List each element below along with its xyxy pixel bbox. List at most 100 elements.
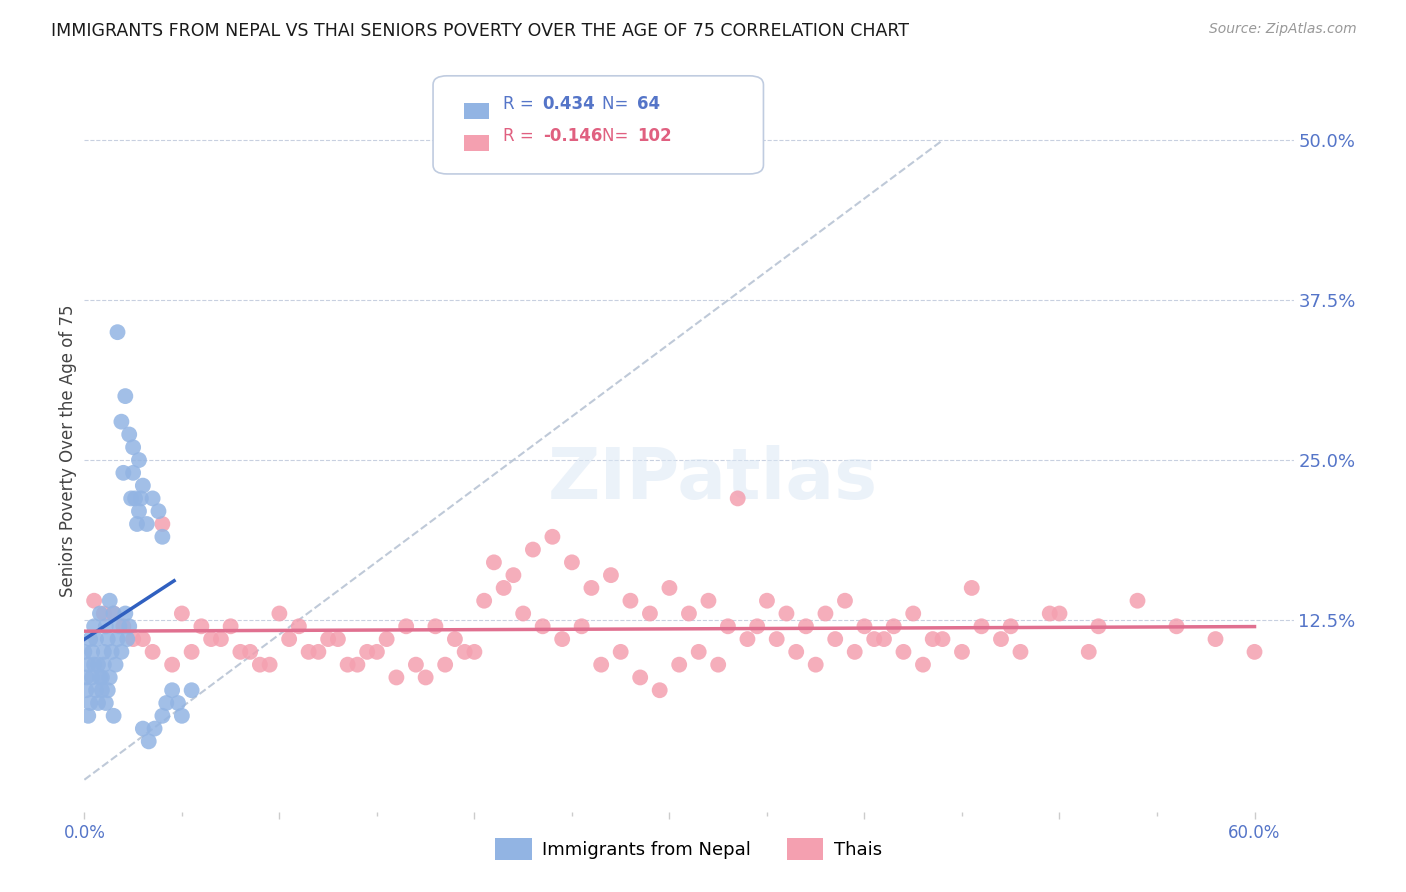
Text: R =: R = bbox=[503, 95, 540, 113]
Point bbox=[90, 670, 112, 684]
Point bbox=[124, 491, 146, 506]
Point bbox=[180, 683, 202, 698]
Point bbox=[143, 722, 166, 736]
Point bbox=[97, 632, 120, 646]
Point bbox=[117, 632, 139, 646]
Point bbox=[160, 657, 183, 672]
Text: 64: 64 bbox=[637, 95, 659, 113]
Point bbox=[903, 607, 925, 621]
Point bbox=[100, 645, 122, 659]
Point bbox=[87, 657, 110, 672]
Point bbox=[132, 722, 155, 736]
Point bbox=[1010, 645, 1032, 659]
Point bbox=[1205, 632, 1227, 646]
Point bbox=[180, 645, 202, 659]
Point bbox=[619, 593, 641, 607]
Point bbox=[84, 632, 107, 646]
Point bbox=[108, 619, 131, 633]
Point bbox=[755, 593, 778, 607]
Point bbox=[1077, 645, 1099, 659]
Point bbox=[697, 593, 720, 607]
Point bbox=[118, 619, 141, 633]
Point bbox=[911, 657, 934, 672]
Point bbox=[89, 607, 111, 621]
Text: ZIPatlas: ZIPatlas bbox=[548, 445, 879, 514]
Point bbox=[77, 708, 100, 723]
Point bbox=[1039, 607, 1062, 621]
Point bbox=[492, 581, 515, 595]
Point bbox=[98, 670, 121, 684]
Point bbox=[75, 670, 97, 684]
Point bbox=[541, 530, 564, 544]
Point bbox=[950, 645, 973, 659]
Point bbox=[128, 504, 150, 518]
Point bbox=[90, 683, 112, 698]
Point bbox=[84, 683, 107, 698]
Point bbox=[804, 657, 827, 672]
Text: N=: N= bbox=[602, 128, 633, 145]
Text: -0.146: -0.146 bbox=[543, 128, 602, 145]
Point bbox=[170, 708, 193, 723]
Point bbox=[87, 696, 110, 710]
Point bbox=[522, 542, 544, 557]
Point bbox=[114, 389, 136, 403]
Point bbox=[834, 593, 856, 607]
Point bbox=[717, 619, 740, 633]
Point bbox=[83, 657, 105, 672]
Point bbox=[1126, 593, 1149, 607]
Point bbox=[110, 645, 132, 659]
Point bbox=[83, 619, 105, 633]
Point bbox=[336, 657, 359, 672]
Point bbox=[83, 593, 105, 607]
Point bbox=[307, 645, 329, 659]
Point bbox=[135, 516, 157, 531]
Point bbox=[128, 453, 150, 467]
Point bbox=[502, 568, 524, 582]
Point bbox=[82, 670, 104, 684]
Point bbox=[122, 632, 145, 646]
Point bbox=[129, 491, 152, 506]
Point bbox=[395, 619, 418, 633]
Legend: Immigrants from Nepal, Thais: Immigrants from Nepal, Thais bbox=[488, 831, 890, 868]
Point bbox=[883, 619, 905, 633]
Point bbox=[103, 607, 125, 621]
Point bbox=[863, 632, 886, 646]
Point bbox=[316, 632, 339, 646]
Text: 102: 102 bbox=[637, 128, 672, 145]
Y-axis label: Seniors Poverty Over the Age of 75: Seniors Poverty Over the Age of 75 bbox=[59, 304, 77, 597]
Point bbox=[278, 632, 301, 646]
Point bbox=[150, 708, 173, 723]
Point bbox=[375, 632, 398, 646]
Point bbox=[600, 568, 623, 582]
Point bbox=[73, 645, 96, 659]
Point bbox=[120, 491, 142, 506]
Point bbox=[893, 645, 915, 659]
Point bbox=[434, 657, 457, 672]
Point bbox=[678, 607, 700, 621]
Point bbox=[103, 607, 125, 621]
Point bbox=[472, 593, 495, 607]
Point bbox=[77, 657, 100, 672]
Point bbox=[249, 657, 271, 672]
Point bbox=[122, 440, 145, 454]
Point bbox=[110, 415, 132, 429]
Point bbox=[298, 645, 321, 659]
Text: N=: N= bbox=[602, 95, 633, 113]
Point bbox=[107, 632, 129, 646]
Point bbox=[747, 619, 769, 633]
Point bbox=[93, 645, 115, 659]
Point bbox=[512, 607, 534, 621]
Point bbox=[132, 632, 155, 646]
Point bbox=[79, 696, 101, 710]
Point bbox=[970, 619, 993, 633]
Point bbox=[628, 670, 651, 684]
Point bbox=[551, 632, 574, 646]
Point bbox=[591, 657, 613, 672]
Point bbox=[114, 607, 136, 621]
Point bbox=[873, 632, 896, 646]
Point bbox=[648, 683, 671, 698]
Point bbox=[688, 645, 710, 659]
Point bbox=[609, 645, 631, 659]
Point bbox=[921, 632, 943, 646]
Point bbox=[571, 619, 593, 633]
